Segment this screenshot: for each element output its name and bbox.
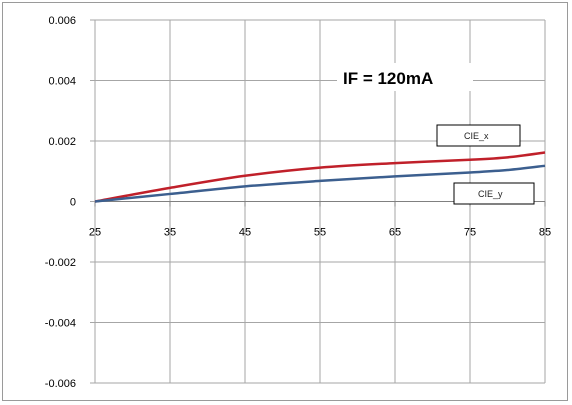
series-line-cie-x [94,151,546,203]
series-lines [94,151,546,203]
legend-cie-y: CIE_y [453,182,535,205]
annotation-text: IF = 120mA [343,69,433,88]
y-tick-label: -0.006 [45,378,76,390]
x-tick-label: 55 [314,227,326,239]
y-tick-label: -0.004 [45,318,76,330]
y-tick-label: -0.002 [45,257,76,269]
y-tick-label: 0.004 [48,76,76,88]
grid [90,19,546,384]
y-tick-labels: 0.006 0.004 0.002 0 -0.002 -0.004 -0.006 [45,15,76,390]
x-tick-label: 35 [164,227,176,239]
x-tick-label: 45 [239,227,251,239]
y-tick-label: 0 [70,197,76,209]
x-tick-label: 65 [389,227,401,239]
annotation-box: IF = 120mA [337,63,473,91]
x-tick-labels: 25 35 45 55 65 75 85 [89,227,551,239]
series-line-cie-y [94,164,546,203]
legend-cie-x: CIE_x [436,124,521,147]
y-tick-label: 0.002 [48,136,76,148]
x-tick-label: 25 [89,227,101,239]
legend-label-cie-y: CIE_y [478,189,503,199]
x-tick-label: 75 [464,227,476,239]
x-tick-label: 85 [539,227,551,239]
legend-label-cie-x: CIE_x [464,131,489,141]
y-tick-label: 0.006 [48,15,76,27]
